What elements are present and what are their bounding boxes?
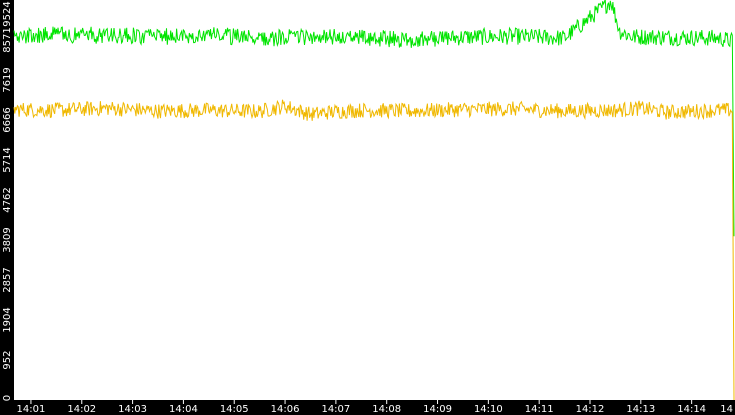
y-tick-label: 6666	[2, 107, 13, 132]
y-tick-label: 0	[2, 395, 13, 401]
y-tick-label: 952	[2, 350, 13, 369]
y-tick-label: 5714	[2, 147, 13, 172]
x-tick-label: 14	[720, 404, 733, 415]
x-tick-label: 14:07	[321, 404, 350, 415]
y-tick-label: 4762	[2, 187, 13, 212]
x-tick-label: 14:03	[118, 404, 147, 415]
x-tick-label: 14:06	[271, 404, 300, 415]
y-tick-label: 8571	[2, 27, 13, 52]
x-tick-label: 14:09	[423, 404, 452, 415]
x-tick-label: 14:05	[220, 404, 249, 415]
x-tick-label: 14:12	[576, 404, 605, 415]
y-tick-label: 7619	[2, 67, 13, 92]
x-tick-label: 14:08	[372, 404, 401, 415]
x-tick-label: 14:04	[169, 404, 198, 415]
x-tick-label: 14:11	[525, 404, 554, 415]
x-tick-label: 14:01	[17, 404, 46, 415]
x-axis: 14:01 14:02 14:03 14:04 14:05 14:06 14:07 14:08…	[17, 400, 733, 415]
y-tick-label: 3809	[2, 227, 13, 252]
series-line-0	[13, 0, 735, 237]
series-line-1	[13, 99, 735, 401]
plot-area	[14, 0, 735, 400]
y-tick-label: 9524	[2, 1, 13, 26]
y-tick-label: 1904	[2, 307, 13, 332]
series-layer	[13, 0, 735, 401]
x-tick-label: 14:14	[677, 404, 706, 415]
x-tick-label: 14:13	[626, 404, 655, 415]
y-tick-label: 2857	[2, 267, 13, 292]
x-tick-label: 14:02	[67, 404, 96, 415]
x-tick-label: 14:10	[474, 404, 503, 415]
